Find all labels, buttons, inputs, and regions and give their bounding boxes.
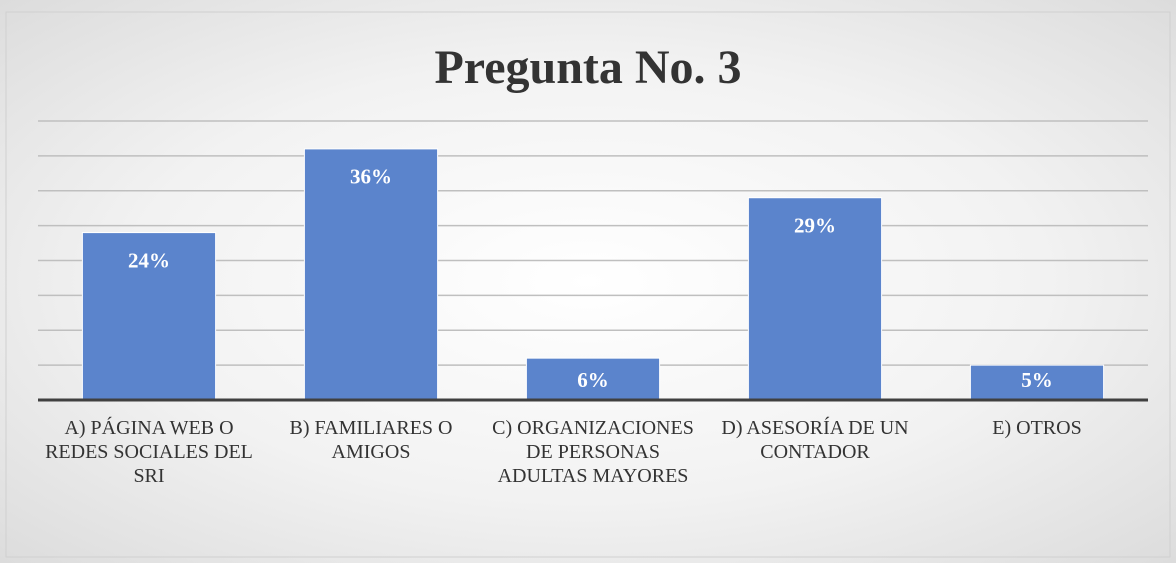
bar (303, 148, 439, 401)
bar (525, 357, 661, 401)
x-tick-label: C) ORGANIZACIONES DE PERSONAS ADULTAS MA… (492, 417, 694, 487)
data-label: 6% (577, 368, 609, 392)
chart-title: Pregunta No. 3 (434, 41, 741, 94)
x-tick-label: D) ASESORÍA DE UN CONTADOR (721, 417, 909, 463)
data-label: 5% (1021, 368, 1053, 392)
bar (747, 197, 883, 401)
data-label: 24% (128, 248, 170, 272)
x-tick-label: A) PÁGINA WEB O REDES SOCIALES DEL SRI (45, 417, 253, 487)
data-label: 36% (350, 165, 392, 189)
data-label: 29% (794, 214, 836, 238)
x-tick-label: E) OTROS (992, 417, 1082, 439)
x-tick-label: B) FAMILIARES O AMIGOS (289, 417, 453, 463)
chart-border (5, 11, 1171, 558)
